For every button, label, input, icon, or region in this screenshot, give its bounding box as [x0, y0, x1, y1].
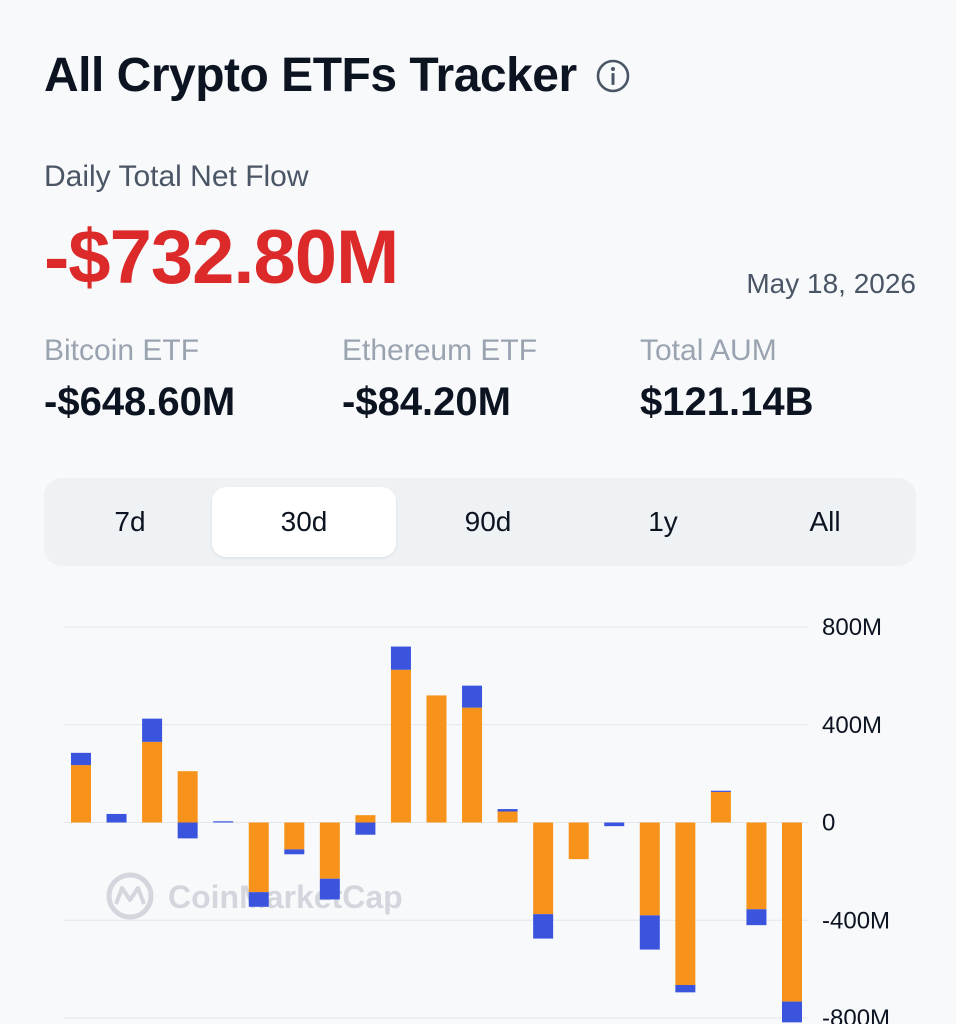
page-title: All Crypto ETFs Tracker — [44, 49, 577, 102]
y-tick-label: 800M — [822, 614, 882, 641]
bar-bitcoin-etf[interactable] — [675, 822, 696, 986]
stat-value: -$648.60M — [44, 380, 236, 424]
stat-label: Ethereum ETF — [342, 334, 538, 367]
bar-ethereum-etf[interactable] — [604, 822, 625, 827]
bar-ethereum-etf[interactable] — [177, 822, 198, 839]
tab-1y[interactable]: 1y — [648, 506, 678, 537]
bar-bitcoin-etf[interactable] — [355, 815, 376, 823]
stat-total-aum: Total AUM $121.14B — [640, 334, 813, 425]
bar-bitcoin-etf[interactable] — [462, 707, 483, 823]
bar-bitcoin-etf[interactable] — [248, 822, 269, 893]
tab-all[interactable]: All — [809, 506, 841, 537]
bar-ethereum-etf[interactable] — [639, 915, 660, 950]
coinmarketcap-logo-icon — [106, 872, 154, 920]
bar-ethereum-etf[interactable] — [782, 1001, 802, 1023]
bar-bitcoin-etf[interactable] — [533, 822, 554, 915]
bar-ethereum-etf[interactable] — [497, 809, 518, 812]
stat-label: Bitcoin ETF — [44, 334, 200, 367]
flow-date: May 18, 2026 — [746, 268, 916, 299]
stat-value: $121.14B — [640, 380, 814, 424]
bar-bitcoin-etf[interactable] — [746, 822, 767, 910]
watermark: CoinMarketCap — [106, 872, 403, 920]
y-tick-label: -400M — [822, 907, 890, 934]
stat-label: Total AUM — [640, 334, 777, 367]
y-tick-label: -800M — [822, 1005, 890, 1024]
title-row: All Crypto ETFs Tracker — [44, 48, 631, 103]
y-tick-label: 0 — [822, 810, 835, 837]
bar-ethereum-etf[interactable] — [106, 813, 127, 823]
chart-bars — [71, 646, 802, 1023]
bar-ethereum-etf[interactable] — [142, 718, 163, 742]
bar-bitcoin-etf[interactable] — [497, 811, 518, 823]
bar-ethereum-etf[interactable] — [675, 985, 696, 993]
bar-bitcoin-etf[interactable] — [426, 695, 447, 823]
y-axis-ticks: 800M 400M 0 -400M -800M — [822, 614, 890, 1024]
bar-bitcoin-etf[interactable] — [782, 822, 802, 1002]
bar-bitcoin-etf[interactable] — [142, 741, 163, 823]
bar-bitcoin-etf[interactable] — [639, 822, 660, 916]
bar-bitcoin-etf[interactable] — [710, 791, 731, 823]
y-tick-label: 400M — [822, 712, 882, 739]
tab-90d[interactable]: 90d — [464, 506, 512, 537]
daily-net-flow-label: Daily Total Net Flow — [44, 160, 309, 193]
daily-net-flow-value: -$732.80M — [44, 215, 399, 300]
bar-ethereum-etf[interactable] — [710, 790, 731, 792]
bar-bitcoin-etf[interactable] — [177, 771, 198, 823]
bar-bitcoin-etf[interactable] — [284, 822, 305, 850]
bar-ethereum-etf[interactable] — [284, 849, 305, 855]
stat-value: -$84.20M — [342, 380, 511, 424]
bar-ethereum-etf[interactable] — [71, 752, 91, 766]
stat-bitcoin-etf: Bitcoin ETF -$648.60M — [44, 334, 235, 425]
tab-30d[interactable]: 30d — [212, 487, 396, 557]
bar-bitcoin-etf[interactable] — [71, 765, 91, 823]
net-flow-chart: CoinMarketCap 800M 400M 0 -400M -800M — [64, 614, 890, 1024]
bar-ethereum-etf[interactable] — [533, 914, 554, 939]
tab-7d[interactable]: 7d — [114, 506, 146, 537]
stat-ethereum-etf: Ethereum ETF -$84.20M — [342, 334, 537, 425]
watermark-text: CoinMarketCap — [168, 879, 403, 915]
bar-ethereum-etf[interactable] — [248, 892, 269, 907]
bar-ethereum-etf[interactable] — [746, 909, 767, 926]
bar-ethereum-etf[interactable] — [213, 821, 234, 823]
timeframe-tabs: 7d 30d 90d 1y All — [44, 478, 916, 566]
bar-ethereum-etf[interactable] — [319, 878, 340, 900]
info-icon[interactable] — [595, 58, 631, 94]
bar-ethereum-etf[interactable] — [462, 685, 483, 708]
bar-bitcoin-etf[interactable] — [319, 822, 340, 879]
bar-bitcoin-etf[interactable] — [390, 669, 411, 823]
bar-ethereum-etf[interactable] — [355, 822, 376, 835]
bar-bitcoin-etf[interactable] — [568, 822, 589, 860]
bar-ethereum-etf[interactable] — [390, 646, 411, 670]
